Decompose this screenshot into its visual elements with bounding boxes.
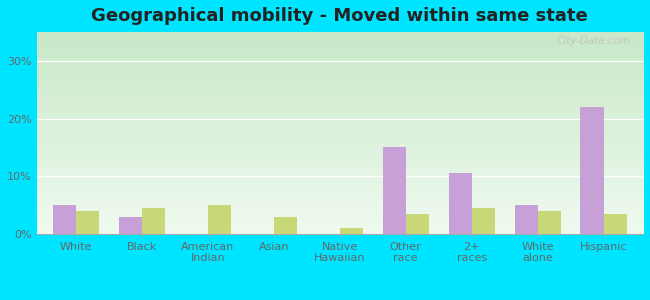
Text: City-Data.com: City-Data.com bbox=[557, 36, 631, 46]
Bar bbox=[142, 208, 165, 234]
Bar bbox=[383, 148, 406, 234]
Bar bbox=[274, 217, 297, 234]
Bar bbox=[538, 211, 561, 234]
Bar bbox=[603, 214, 627, 234]
Bar bbox=[119, 217, 142, 234]
Bar bbox=[406, 214, 429, 234]
Bar bbox=[340, 228, 363, 234]
Bar bbox=[472, 208, 495, 234]
Bar bbox=[208, 205, 231, 234]
Bar bbox=[53, 205, 76, 234]
Bar bbox=[76, 211, 99, 234]
Bar bbox=[448, 173, 472, 234]
Title: Geographical mobility - Moved within same state: Geographical mobility - Moved within sam… bbox=[92, 7, 588, 25]
Bar bbox=[580, 107, 603, 234]
Bar bbox=[515, 205, 538, 234]
